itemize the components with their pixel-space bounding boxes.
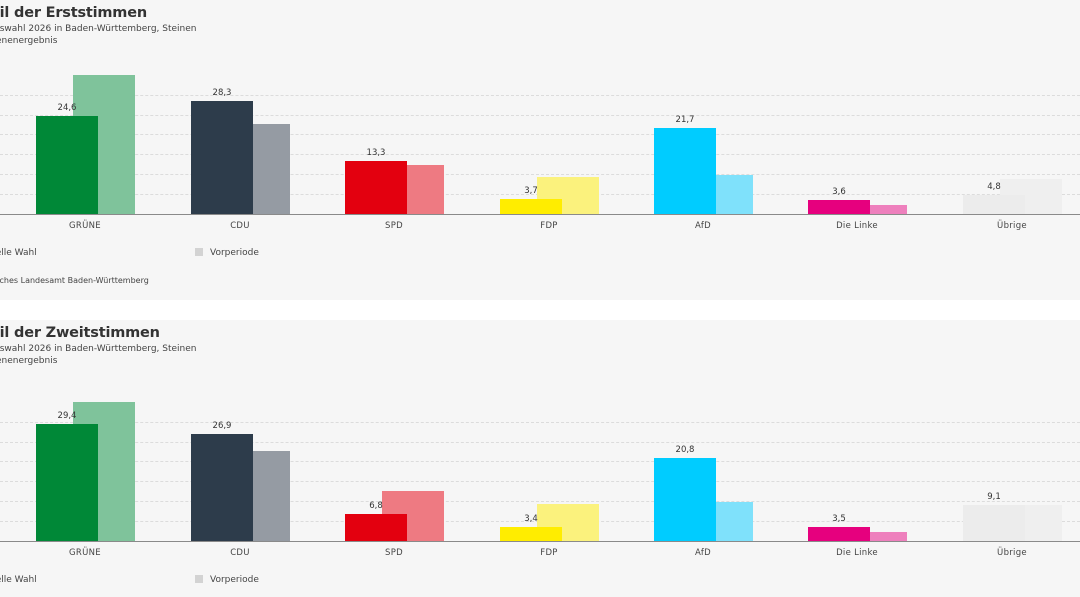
legend-previous-label: Vorperiode	[210, 575, 259, 585]
gridline	[0, 134, 1080, 135]
gridline	[0, 95, 1080, 96]
bar-current-3[interactable]	[500, 199, 562, 214]
category-label: SPD	[385, 221, 403, 231]
category-label: AfD	[695, 548, 711, 558]
legend-previous-label: Vorperiode	[210, 248, 259, 258]
value-label: 3,5	[832, 514, 846, 524]
bar-current-1[interactable]	[191, 434, 253, 541]
category-label: CDU	[230, 548, 250, 558]
value-label: 4,8	[987, 182, 1001, 192]
legend-current-label: uelle Wahl	[0, 575, 37, 585]
value-label: 9,1	[987, 492, 1001, 502]
category-label: Die Linke	[836, 221, 878, 231]
legend-swatch-previous	[195, 248, 203, 256]
chart-panel-erststimmen: eil der Erststimmen gswahl 2026 in Baden…	[0, 0, 1080, 285]
chart-subtitle-result-type: enenergebnis	[0, 36, 58, 46]
value-label: 21,7	[675, 115, 695, 125]
chart-subtitle: gswahl 2026 in Baden-Württemberg, Steine…	[0, 344, 197, 354]
bar-current-6[interactable]	[963, 195, 1025, 214]
gridline	[0, 461, 1080, 462]
bar-current-4[interactable]	[654, 128, 716, 214]
category-label: FDP	[540, 548, 558, 558]
gridline	[0, 442, 1080, 443]
x-axis-baseline	[0, 541, 1080, 542]
x-axis-baseline	[0, 214, 1080, 215]
value-label: 13,3	[366, 148, 386, 158]
value-label: 3,4	[524, 514, 538, 524]
value-label: 20,8	[675, 445, 695, 455]
chart-title: eil der Erststimmen	[0, 5, 147, 21]
value-label: 24,6	[57, 103, 77, 113]
bar-previous-5[interactable]	[845, 532, 907, 541]
bar-current-1[interactable]	[191, 101, 253, 214]
bar-current-6[interactable]	[963, 505, 1025, 541]
gridline	[0, 481, 1080, 482]
plot-area: 29,4 GRÜNE 26,9 CDU 6,8 SPD 3,4 FDP 20,8 AfD 3,5 Di…	[0, 320, 1080, 560]
gridline	[0, 174, 1080, 175]
chart-title: eil der Zweitstimmen	[0, 325, 160, 341]
gridline	[0, 115, 1080, 116]
legend-current: uelle Wahl	[0, 575, 37, 585]
value-label: 6,8	[369, 501, 383, 511]
gridline	[0, 501, 1080, 502]
category-label: CDU	[230, 221, 250, 231]
chart-subtitle: gswahl 2026 in Baden-Württemberg, Steine…	[0, 24, 197, 34]
bar-current-3[interactable]	[500, 527, 562, 541]
value-label: 3,7	[524, 186, 538, 196]
chart-subtitle-result-type: enenergebnis	[0, 356, 58, 366]
source-note: tisches Landesamt Baden-Württemberg	[0, 276, 149, 285]
legend-current: uelle Wahl	[0, 248, 37, 258]
category-label: AfD	[695, 221, 711, 231]
bar-previous-5[interactable]	[845, 205, 907, 214]
category-label: FDP	[540, 221, 558, 231]
value-label: 28,3	[212, 88, 232, 98]
value-label: 26,9	[212, 421, 232, 431]
bar-current-2[interactable]	[345, 514, 407, 541]
chart-panel-zweitstimmen: eil der Zweitstimmen gswahl 2026 in Bade…	[0, 320, 1080, 597]
legend-previous: Vorperiode	[195, 248, 259, 258]
gridline	[0, 154, 1080, 155]
bar-current-4[interactable]	[654, 458, 716, 541]
category-label: Übrige	[997, 548, 1027, 558]
plot-area: 24,6 GRÜNE 28,3 CDU 13,3 SPD 3,7 FDP 21,7 AfD 3,6 D…	[0, 0, 1080, 240]
category-label: Übrige	[997, 221, 1027, 231]
bar-current-2[interactable]	[345, 161, 407, 214]
gridline	[0, 422, 1080, 423]
bar-current-0[interactable]	[36, 116, 98, 214]
bar-current-5[interactable]	[808, 200, 870, 214]
category-label: Die Linke	[836, 548, 878, 558]
legend-current-label: uelle Wahl	[0, 248, 37, 258]
legend-swatch-previous	[195, 575, 203, 583]
value-label: 29,4	[57, 411, 77, 421]
category-label: SPD	[385, 548, 403, 558]
bar-current-5[interactable]	[808, 527, 870, 541]
category-label: GRÜNE	[69, 548, 101, 558]
value-label: 3,6	[832, 187, 846, 197]
legend-previous: Vorperiode	[195, 575, 259, 585]
bar-current-0[interactable]	[36, 424, 98, 541]
category-label: GRÜNE	[69, 221, 101, 231]
